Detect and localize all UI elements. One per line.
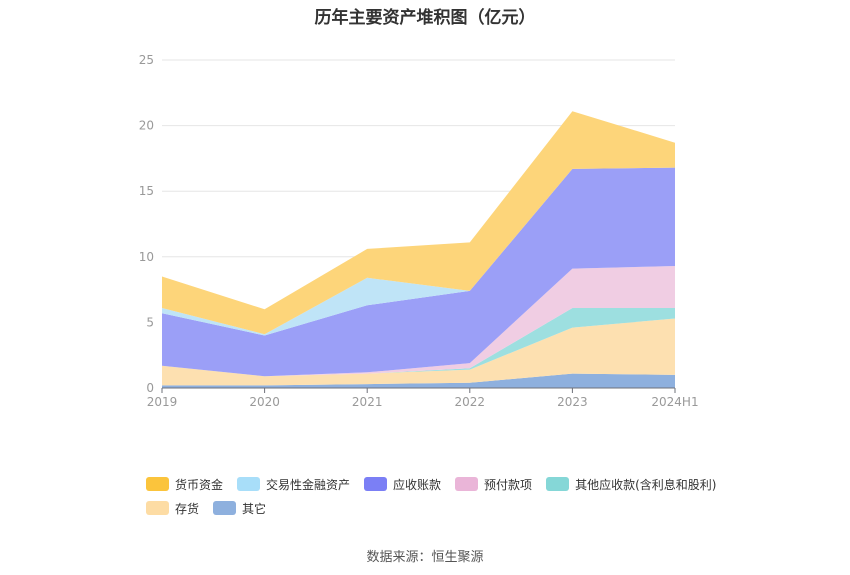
legend-swatch — [546, 477, 570, 491]
source-note: 数据来源：恒生聚源 — [366, 550, 484, 565]
legend-item[interactable]: 应收账款 — [364, 472, 441, 496]
x-tick-label: 2022 — [455, 395, 486, 409]
area-series-0 — [162, 373, 675, 388]
legend-label: 其他应收款(含利息和股利) — [575, 477, 717, 492]
x-tick-label: 2020 — [249, 395, 280, 409]
legend-item[interactable]: 其他应收款(含利息和股利) — [546, 472, 716, 496]
legend-label: 其它 — [242, 501, 267, 516]
legend-item[interactable]: 货币资金 — [146, 472, 223, 496]
legend-label: 货币资金 — [175, 477, 224, 492]
chart-title: 历年主要资产堆积图（亿元） — [314, 8, 536, 28]
area-series-6 — [162, 111, 675, 335]
x-tick-label: 2023 — [557, 395, 588, 409]
legend-item[interactable]: 交易性金融资产 — [237, 472, 350, 496]
y-tick-label: 10 — [139, 250, 154, 264]
legend-label: 存货 — [175, 501, 200, 516]
legend-item[interactable]: 预付款项 — [455, 472, 532, 496]
legend-swatch — [364, 477, 388, 491]
x-tick-label: 2019 — [147, 395, 178, 409]
area-series-3 — [162, 266, 675, 377]
legend-swatch — [455, 477, 479, 491]
legend-swatch — [146, 501, 169, 515]
legend-label: 应收账款 — [393, 477, 442, 492]
area-series-4 — [162, 167, 675, 377]
legend-item[interactable]: 其它 — [213, 496, 266, 520]
y-tick-label: 0 — [146, 381, 154, 395]
x-tick-label: 2024H1 — [651, 395, 698, 409]
area-series-1 — [162, 318, 675, 386]
y-tick-label: 20 — [139, 119, 154, 133]
legend-swatch — [213, 501, 237, 515]
area-series-2 — [162, 308, 675, 377]
legend-item[interactable]: 存货 — [146, 496, 199, 520]
y-tick-label: 25 — [139, 53, 154, 67]
axes: 0 5 10 15 20 25 2019 2020 2021 2022 2023 2024H1 — [139, 53, 699, 409]
legend-label: 交易性金融资产 — [266, 477, 351, 492]
y-tick-label: 15 — [139, 184, 154, 198]
y-tick-label: 5 — [146, 315, 154, 329]
legend-swatch — [146, 477, 169, 491]
legend-label: 预付款项 — [484, 477, 533, 492]
legend-swatch — [237, 477, 261, 491]
area-series — [162, 111, 675, 388]
legend: 货币资金 交易性金融资产 应收账款 预付款项 其他应收款(含利息和股利) 存货 其它 — [146, 472, 766, 520]
x-tick-label: 2021 — [352, 395, 383, 409]
